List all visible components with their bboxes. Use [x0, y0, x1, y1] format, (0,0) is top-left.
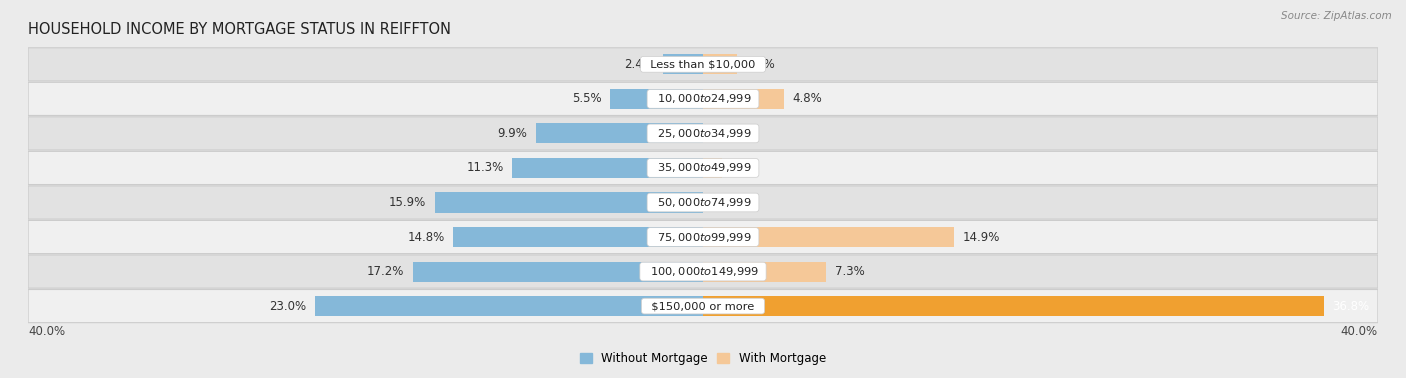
Text: $150,000 or more: $150,000 or more — [644, 301, 762, 311]
Text: $35,000 to $49,999: $35,000 to $49,999 — [650, 161, 756, 175]
FancyBboxPatch shape — [28, 151, 1378, 184]
FancyBboxPatch shape — [28, 48, 1378, 81]
Text: 14.9%: 14.9% — [963, 231, 1000, 243]
Text: 9.9%: 9.9% — [498, 127, 527, 140]
FancyBboxPatch shape — [28, 117, 1378, 150]
Text: 40.0%: 40.0% — [1341, 325, 1378, 338]
Bar — [453, 227, 703, 247]
FancyBboxPatch shape — [28, 82, 1378, 115]
Text: HOUSEHOLD INCOME BY MORTGAGE STATUS IN REIFFTON: HOUSEHOLD INCOME BY MORTGAGE STATUS IN R… — [28, 22, 451, 37]
Text: 23.0%: 23.0% — [270, 300, 307, 313]
Text: 0.0%: 0.0% — [711, 196, 741, 209]
Text: $100,000 to $149,999: $100,000 to $149,999 — [643, 265, 763, 278]
Text: 0.0%: 0.0% — [711, 127, 741, 140]
Bar — [703, 227, 955, 247]
Text: 4.8%: 4.8% — [793, 92, 823, 105]
Bar — [536, 123, 703, 143]
Bar — [413, 262, 703, 282]
Text: 2.0%: 2.0% — [745, 58, 775, 71]
Text: 1.1%: 1.1% — [730, 161, 759, 175]
Bar — [662, 54, 703, 74]
Bar — [703, 296, 1324, 316]
Text: Source: ZipAtlas.com: Source: ZipAtlas.com — [1281, 11, 1392, 21]
Text: Less than $10,000: Less than $10,000 — [643, 59, 763, 69]
Text: 14.8%: 14.8% — [408, 231, 444, 243]
Text: $10,000 to $24,999: $10,000 to $24,999 — [650, 92, 756, 105]
Bar — [703, 158, 721, 178]
Bar — [512, 158, 703, 178]
Text: 40.0%: 40.0% — [28, 325, 65, 338]
FancyBboxPatch shape — [28, 186, 1378, 219]
Text: 7.3%: 7.3% — [835, 265, 865, 278]
Text: $25,000 to $34,999: $25,000 to $34,999 — [650, 127, 756, 140]
Bar — [703, 54, 737, 74]
Bar — [703, 262, 827, 282]
Text: 36.8%: 36.8% — [1333, 300, 1369, 313]
Text: 15.9%: 15.9% — [389, 196, 426, 209]
Text: 17.2%: 17.2% — [367, 265, 405, 278]
Bar — [315, 296, 703, 316]
Text: 5.5%: 5.5% — [572, 92, 602, 105]
Bar — [610, 89, 703, 109]
Text: 2.4%: 2.4% — [624, 58, 654, 71]
Text: $50,000 to $74,999: $50,000 to $74,999 — [650, 196, 756, 209]
Bar — [703, 89, 785, 109]
FancyBboxPatch shape — [28, 255, 1378, 288]
Text: 11.3%: 11.3% — [467, 161, 503, 175]
FancyBboxPatch shape — [28, 220, 1378, 254]
Bar — [434, 192, 703, 212]
FancyBboxPatch shape — [28, 290, 1378, 323]
Text: $75,000 to $99,999: $75,000 to $99,999 — [650, 231, 756, 243]
Legend: Without Mortgage, With Mortgage: Without Mortgage, With Mortgage — [575, 347, 831, 370]
